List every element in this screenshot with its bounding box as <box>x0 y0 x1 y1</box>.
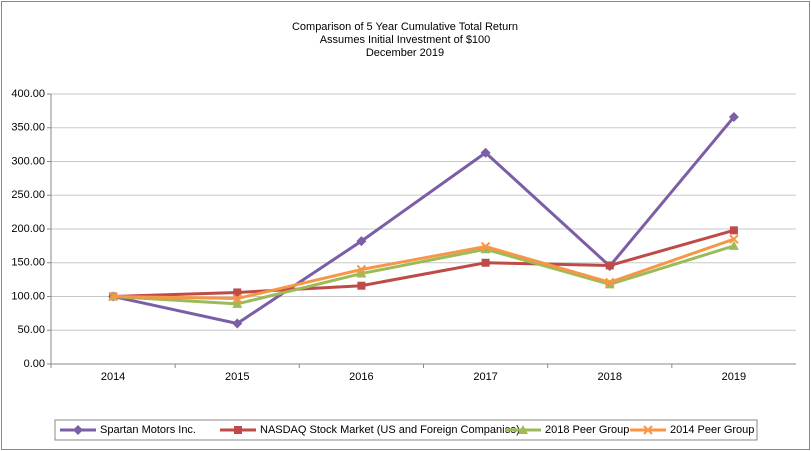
legend-label: 2014 Peer Group <box>670 424 754 436</box>
series-line <box>113 228 735 298</box>
marker <box>518 425 528 434</box>
chart-subtitle: Assumes Initial Investment of $100 <box>320 34 491 46</box>
marker <box>480 241 491 252</box>
marker <box>357 281 366 290</box>
marker <box>643 425 653 435</box>
x-tick-label: 2017 <box>473 371 497 383</box>
y-tick-label: 200.00 <box>11 223 45 235</box>
marker <box>232 298 243 308</box>
marker <box>728 111 739 122</box>
marker <box>356 264 367 275</box>
y-tick-label: 400.00 <box>11 88 45 100</box>
chart-subtitle: December 2019 <box>366 47 444 59</box>
chart-title: Comparison of 5 Year Cumulative Total Re… <box>292 21 518 33</box>
marker <box>233 288 242 297</box>
marker <box>729 234 739 244</box>
marker <box>481 258 490 267</box>
marker <box>356 268 367 278</box>
x-tick-label: 2016 <box>349 371 373 383</box>
marker <box>605 261 614 270</box>
marker <box>232 318 243 329</box>
x-tick-label: 2018 <box>598 371 622 383</box>
series-line <box>112 115 736 326</box>
legend-label: Spartan Motors Inc. <box>100 424 196 436</box>
x-tick-label: 2015 <box>225 371 249 383</box>
y-tick-label: 100.00 <box>11 290 45 302</box>
series-line <box>113 237 735 301</box>
legend-box <box>54 419 758 441</box>
marker <box>605 277 615 288</box>
marker <box>73 425 83 435</box>
marker <box>729 226 738 235</box>
y-tick-label: 300.00 <box>11 155 45 167</box>
marker <box>232 293 242 304</box>
marker <box>234 426 242 434</box>
y-tick-label: 50.00 <box>17 324 45 336</box>
marker <box>108 291 118 302</box>
x-tick-label: 2019 <box>722 371 746 383</box>
y-tick-label: 150.00 <box>11 257 45 269</box>
marker <box>480 147 491 158</box>
y-tick-label: 350.00 <box>11 122 45 134</box>
y-tick-label: 0.00 <box>24 358 45 370</box>
marker <box>356 236 367 247</box>
series-line <box>112 244 735 306</box>
legend-label: 2018 Peer Group <box>545 424 629 436</box>
marker <box>480 244 491 254</box>
y-tick-label: 250.00 <box>11 189 45 201</box>
marker <box>728 240 739 250</box>
legend-label: NASDAQ Stock Market (US and Foreign Comp… <box>260 424 520 436</box>
x-tick-label: 2014 <box>101 371 125 383</box>
